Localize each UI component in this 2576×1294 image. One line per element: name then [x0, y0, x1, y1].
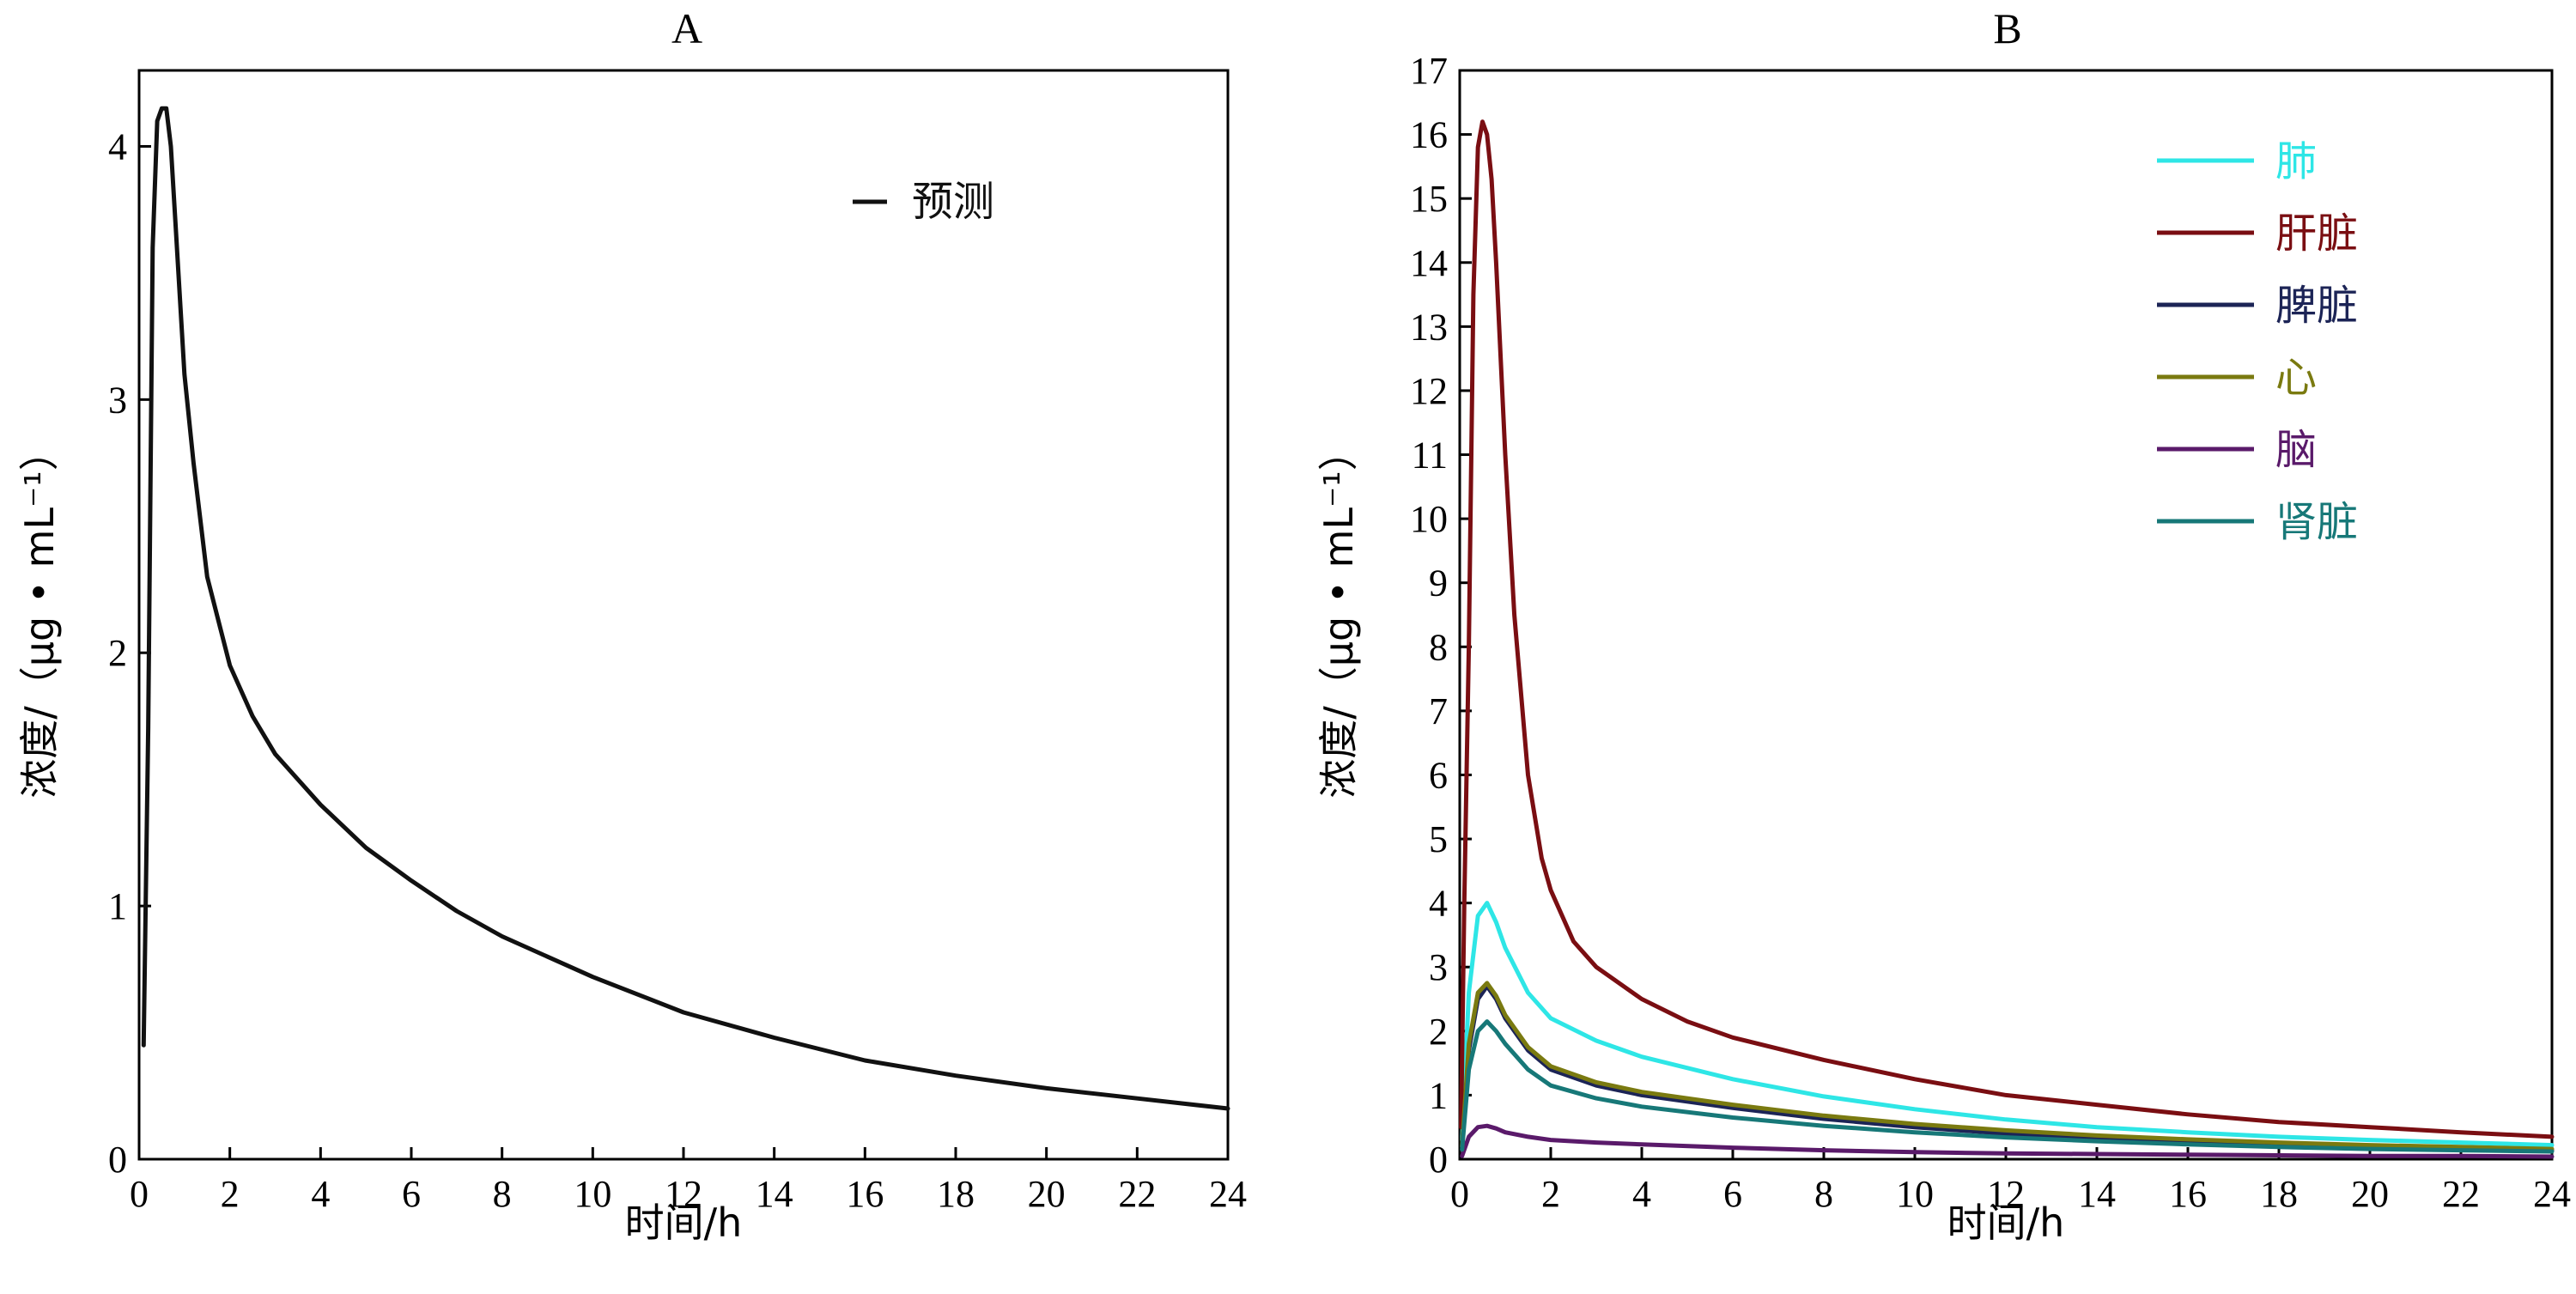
- b-y-tick-label: 4: [1429, 883, 1448, 925]
- panel-a-series: [141, 106, 1230, 1111]
- b-y-tick-label: 17: [1410, 50, 1448, 92]
- panel-b-title: B: [1993, 4, 2021, 52]
- b-y-tick-label: 6: [1429, 754, 1448, 796]
- panel-b-x-axis-label: 时间/h: [1947, 1200, 2065, 1246]
- a-y-tick-label: 1: [108, 885, 127, 927]
- b-y-tick-label: 12: [1410, 370, 1448, 412]
- b-x-tick-label: 20: [2351, 1173, 2389, 1215]
- b-y-tick-label: 5: [1429, 818, 1448, 860]
- b-y-tick-label: 2: [1429, 1011, 1448, 1053]
- panel-a-y-ticks: 0 1 2 3 4: [108, 125, 151, 1181]
- a-x-tick-label: 24: [1209, 1173, 1247, 1215]
- b-x-tick-label: 4: [1632, 1173, 1651, 1215]
- panel-b-legend-label-6: 肾脏: [2275, 498, 2358, 546]
- b-y-tick-label: 1: [1429, 1074, 1448, 1116]
- a-x-tick-label: 18: [937, 1173, 975, 1215]
- panel-b-series: [1459, 119, 2555, 1159]
- b-y-tick-label: 14: [1410, 242, 1448, 284]
- panel-b: B 0 2 4 6 8 10 12 14 16 18 20 22 24 0123456789101112…: [1315, 4, 2571, 1246]
- b-x-tick-label: 8: [1814, 1173, 1833, 1215]
- a-x-tick-label: 0: [130, 1173, 149, 1215]
- b-x-tick-label: 16: [2169, 1173, 2207, 1215]
- a-y-tick-label: 0: [108, 1139, 127, 1181]
- b-series-line-1: [1460, 901, 2555, 1148]
- b-y-tick-label: 0: [1429, 1139, 1448, 1181]
- panel-b-x-ticks: 0 2 4 6 8 10 12 14 16 18 20 22 24: [1450, 1147, 2571, 1215]
- panel-b-legend-label-2: 肝脏: [2275, 210, 2358, 258]
- panel-a-x-ticks: 0 2 4 6 8 10 12 14 16 18 20 22 24: [130, 1147, 1247, 1215]
- panel-a-y-axis-label: 浓度/（μg • mL⁻¹）: [16, 431, 63, 799]
- a-y-tick-label: 4: [108, 125, 127, 167]
- a-x-tick-label: 8: [493, 1173, 512, 1215]
- a-x-tick-label: 10: [574, 1173, 611, 1215]
- b-y-tick-label: 15: [1410, 178, 1448, 220]
- b-series-line-5: [1460, 1123, 2555, 1159]
- b-x-tick-label: 6: [1723, 1173, 1742, 1215]
- panel-a-legend: 预测: [853, 178, 994, 226]
- b-y-tick-label: 11: [1412, 434, 1448, 477]
- panel-b-legend-label-3: 脾脏: [2275, 282, 2358, 330]
- a-x-tick-label: 12: [665, 1173, 702, 1215]
- a-x-tick-label: 6: [402, 1173, 421, 1215]
- b-x-tick-label: 0: [1450, 1173, 1469, 1215]
- b-y-tick-label: 8: [1429, 626, 1448, 668]
- a-x-tick-label: 2: [221, 1173, 240, 1215]
- a-y-tick-label: 3: [108, 379, 127, 421]
- b-series-line-4: [1460, 981, 2555, 1151]
- panel-a-plot-frame: [137, 69, 1230, 1161]
- panel-b-y-axis-label: 浓度/（μg • mL⁻¹）: [1315, 431, 1362, 799]
- b-x-tick-label: 10: [1896, 1173, 1934, 1215]
- a-x-tick-label: 4: [311, 1173, 330, 1215]
- b-x-tick-label: 18: [2260, 1173, 2298, 1215]
- a-y-tick-label: 2: [108, 632, 127, 674]
- b-series-line-6: [1460, 1019, 2555, 1154]
- panel-a-x-axis-label: 时间/h: [625, 1200, 743, 1246]
- a-x-tick-label: 22: [1118, 1173, 1156, 1215]
- panel-a-title: A: [671, 4, 702, 52]
- b-x-tick-label: 24: [2533, 1173, 2571, 1215]
- b-y-tick-label: 16: [1410, 114, 1448, 156]
- b-x-tick-label: 22: [2442, 1173, 2480, 1215]
- a-x-tick-label: 14: [756, 1173, 793, 1215]
- panel-a-legend-label: 预测: [912, 178, 994, 226]
- b-series-line-3: [1460, 984, 2555, 1153]
- panel-b-legend-label-1: 肺: [2275, 137, 2317, 185]
- b-x-tick-label: 14: [2078, 1173, 2116, 1215]
- b-y-tick-label: 13: [1410, 306, 1448, 348]
- panel-b-plot-frame: [1458, 69, 2554, 1161]
- b-y-tick-label: 10: [1410, 498, 1448, 540]
- b-y-tick-label: 7: [1429, 690, 1448, 732]
- b-x-tick-label: 12: [1987, 1173, 2025, 1215]
- panel-b-legend-label-4: 心: [2275, 354, 2317, 402]
- panel-b-legend-label-5: 脑: [2275, 426, 2317, 474]
- a-x-tick-label: 20: [1028, 1173, 1066, 1215]
- b-y-tick-label: 3: [1429, 946, 1448, 988]
- b-y-tick-label: 9: [1429, 562, 1448, 604]
- a-x-tick-label: 16: [846, 1173, 884, 1215]
- b-x-tick-label: 2: [1541, 1173, 1560, 1215]
- b-series-line-2: [1459, 119, 2555, 1139]
- a-series-line-1: [141, 106, 1230, 1111]
